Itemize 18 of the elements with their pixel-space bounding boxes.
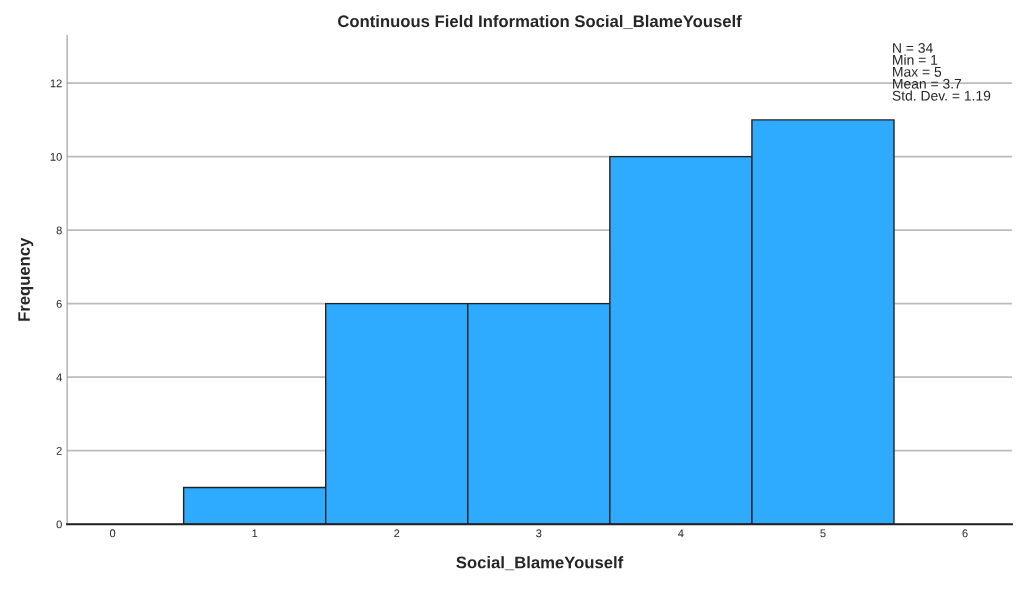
y-tick-label: 2 <box>56 446 62 455</box>
y-axis-title: Frequency <box>18 237 34 321</box>
x-tick-label: 0 <box>109 529 116 538</box>
y-tick-label: 4 <box>56 373 62 382</box>
annotation: N = 34 Min = 1 Max = 5 Mean = 3.7 Std. Dev. = 1.19 <box>892 43 991 101</box>
x-axis-title: Social_BlameYouself <box>456 556 624 571</box>
x-tick-label: 3 <box>536 529 542 538</box>
y-tick-label: 6 <box>56 299 62 308</box>
chart-title: Continuous Field Information Social_BlameYouself <box>338 14 742 30</box>
x-tick-label: 6 <box>962 529 968 538</box>
y-tick-label: 0 <box>56 520 62 529</box>
y-tick-label: 10 <box>50 152 62 161</box>
y-tick-label: 12 <box>50 79 62 88</box>
x-tick-label: 2 <box>394 529 400 538</box>
x-tick-label: 5 <box>820 529 826 538</box>
x-tick-label: 1 <box>252 529 258 538</box>
y-tick-label: 8 <box>56 226 62 235</box>
x-tick-label: 4 <box>678 529 684 538</box>
